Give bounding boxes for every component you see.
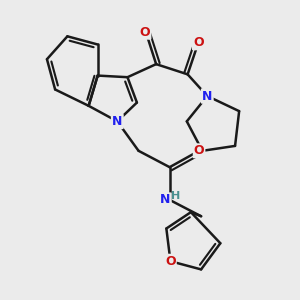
Text: N: N	[112, 115, 122, 128]
Text: O: O	[165, 255, 176, 268]
Text: N: N	[112, 115, 122, 128]
Text: N: N	[160, 194, 171, 206]
Text: O: O	[140, 26, 150, 39]
Text: N: N	[202, 89, 212, 103]
Text: H: H	[171, 191, 180, 201]
Text: O: O	[193, 36, 204, 50]
Text: O: O	[194, 144, 204, 157]
